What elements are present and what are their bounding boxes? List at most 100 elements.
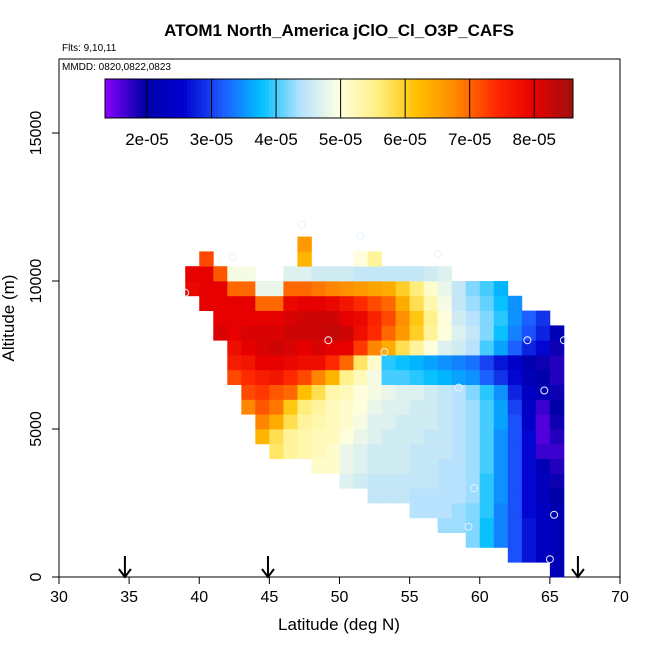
heatmap-cell	[311, 458, 326, 474]
heatmap-cell	[381, 429, 396, 445]
heatmap-cell	[297, 310, 312, 326]
heatmap-cell	[339, 355, 354, 371]
heatmap-cell	[437, 355, 453, 371]
down-arrow-icon	[118, 556, 132, 579]
sample-point	[324, 336, 333, 345]
heatmap-cell	[213, 325, 228, 341]
heatmap-cell	[423, 369, 439, 385]
heatmap-cell	[311, 281, 326, 297]
x-tick-label: 50	[331, 589, 349, 606]
colorbar-segment	[526, 79, 531, 118]
heatmap-cell	[353, 384, 368, 400]
heatmap-cell	[241, 295, 256, 311]
heatmap-cell	[451, 488, 467, 504]
heatmap-cell	[479, 503, 495, 519]
heatmap-cell	[395, 399, 411, 415]
heatmap-cell	[325, 384, 340, 400]
heatmap-cell	[311, 443, 326, 459]
colorbar-segment	[541, 79, 547, 118]
heatmap-cell	[255, 384, 270, 400]
colorbar-segment	[514, 79, 519, 118]
x-axis-label: Latitude (deg N)	[278, 615, 400, 634]
heatmap-cell	[241, 384, 256, 400]
heatmap-cell	[353, 355, 368, 371]
colorbar-segment	[448, 79, 453, 118]
heatmap-cell	[269, 295, 284, 311]
colorbar-segment	[257, 79, 262, 118]
heatmap-cell	[451, 369, 467, 385]
y-tick-label: 15000	[28, 111, 45, 156]
heatmap-cell	[409, 369, 425, 385]
colorbar-segment	[358, 79, 363, 118]
heatmap-cell	[465, 503, 481, 519]
colorbar-segment	[350, 79, 356, 118]
heatmap-cell	[283, 399, 298, 415]
heatmap-cell	[297, 443, 312, 459]
y-axis: 0 5000 10000 15000	[28, 111, 59, 581]
heatmap-cell	[535, 532, 551, 548]
colorbar-segment	[116, 79, 122, 118]
heatmap-cell	[297, 266, 312, 282]
heatmap-cell	[395, 488, 411, 504]
sample-point	[433, 250, 442, 259]
heatmap-cell	[479, 281, 495, 297]
heatmap-cell	[535, 399, 551, 415]
heatmap-cell	[381, 340, 396, 356]
heatmap-cell	[213, 310, 228, 326]
heatmap-cell	[255, 310, 270, 326]
colorbar-segment	[366, 79, 371, 118]
heatmap-cell	[353, 340, 368, 356]
heatmap-cell	[283, 310, 298, 326]
heatmap-cell	[395, 340, 411, 356]
colorbar-segment	[424, 79, 430, 118]
flights-label: Flts: 9,10,11	[62, 43, 117, 54]
heatmap-cell	[465, 281, 481, 297]
colorbar-segment	[561, 79, 566, 118]
heatmap-cell	[255, 369, 270, 385]
heatmap-cell	[395, 369, 411, 385]
heatmap-cell	[395, 295, 411, 311]
colorbar-segment	[210, 79, 215, 118]
heatmap-cell	[381, 488, 396, 504]
heatmap-cell	[507, 310, 523, 326]
heatmap-cell	[437, 473, 453, 489]
heatmap-cell	[535, 384, 551, 400]
heatmap-cell	[535, 443, 551, 459]
heatmap-cell	[437, 369, 453, 385]
heatmap-cell	[423, 310, 439, 326]
colorbar-segment	[487, 79, 492, 118]
heatmap-cell	[381, 399, 396, 415]
heatmap-cell	[283, 281, 298, 297]
heatmap-cell	[367, 473, 382, 489]
heatmap-cell	[297, 281, 312, 297]
heatmap-cell	[493, 458, 509, 474]
heatmap-cell	[311, 355, 326, 371]
heatmap-cell	[409, 503, 425, 519]
heatmap-cell	[437, 414, 453, 430]
heatmap-cell	[213, 266, 228, 282]
heatmap-cell	[549, 532, 565, 548]
colorbar-segment	[518, 79, 523, 118]
sample-point	[464, 522, 473, 531]
colorbar-segment	[155, 79, 161, 118]
heatmap-cell	[549, 503, 565, 519]
colorbar-segment	[198, 79, 203, 118]
heatmap-cell	[297, 355, 312, 371]
colorbar-segment	[510, 79, 515, 118]
colorbar-segment	[132, 79, 137, 118]
heatmap-cell	[507, 488, 523, 504]
colorbar-segment	[315, 79, 320, 118]
heatmap-cell	[353, 458, 368, 474]
colorbar-segment	[194, 79, 200, 118]
colorbar-segment	[456, 79, 461, 118]
heatmap-cell	[353, 473, 368, 489]
colorbar-segment	[452, 79, 457, 118]
x-tick-label: 55	[401, 589, 419, 606]
colorbar-tick-label: 5e-05	[319, 130, 362, 149]
heatmap-cell	[507, 414, 523, 430]
heatmap-cell	[297, 340, 312, 356]
heatmap-cell	[283, 295, 298, 311]
heatmap-cell	[311, 266, 326, 282]
heatmap-cell	[241, 355, 256, 371]
heatmap-cell	[465, 369, 481, 385]
